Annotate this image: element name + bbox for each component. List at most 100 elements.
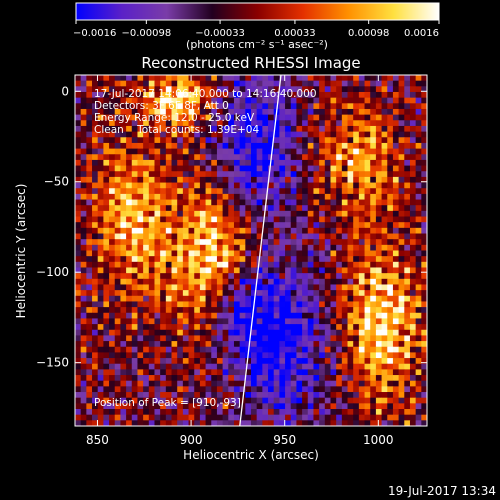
heatmap-cell: [370, 80, 377, 87]
heatmap-cell: [120, 420, 127, 426]
heatmap-cell: [302, 227, 309, 234]
heatmap-cell: [302, 341, 309, 348]
heatmap-cell: [358, 358, 365, 365]
heatmap-cell: [330, 358, 337, 365]
heatmap-cell: [199, 346, 206, 353]
heatmap-cell: [154, 278, 161, 285]
heatmap-cell: [370, 409, 377, 416]
heatmap-cell: [347, 256, 354, 263]
heatmap-cell: [347, 131, 354, 138]
heatmap-cell: [290, 369, 297, 376]
heatmap-cell: [421, 86, 427, 93]
heatmap-cell: [273, 142, 280, 149]
heatmap-cell: [182, 403, 189, 410]
heatmap-cell: [279, 403, 286, 410]
heatmap-cell: [262, 256, 269, 263]
heatmap-cell: [381, 341, 388, 348]
heatmap-cell: [381, 210, 388, 217]
heatmap-cell: [97, 397, 104, 404]
heatmap-cell: [409, 375, 417, 382]
heatmap-cell: [131, 222, 138, 229]
heatmap-cell: [75, 154, 82, 161]
heatmap-cell: [307, 284, 314, 291]
heatmap-cell: [194, 137, 201, 144]
heatmap-cell: [319, 375, 326, 382]
heatmap-cell: [296, 256, 303, 263]
heatmap-cell: [86, 414, 93, 421]
heatmap-cell: [114, 312, 121, 319]
heatmap-cell: [194, 278, 201, 285]
heatmap-cell: [279, 346, 286, 353]
heatmap-cell: [228, 108, 235, 116]
heatmap-cell: [353, 278, 360, 285]
heatmap-cell: [251, 171, 258, 178]
heatmap-cell: [296, 273, 303, 280]
heatmap-cell: [290, 295, 297, 302]
heatmap-cell: [421, 312, 427, 319]
heatmap-cell: [131, 216, 138, 223]
heatmap-cell: [211, 278, 218, 285]
heatmap-cell: [114, 108, 121, 116]
heatmap-cell: [341, 114, 348, 121]
heatmap-cell: [313, 182, 320, 189]
heatmap-cell: [188, 352, 195, 359]
heatmap-cell: [182, 420, 189, 426]
heatmap-cell: [375, 120, 382, 127]
heatmap-cell: [330, 159, 337, 166]
heatmap-cell: [182, 318, 189, 325]
heatmap-cell: [409, 290, 417, 297]
heatmap-cell: [409, 414, 417, 421]
heatmap-cell: [279, 256, 286, 263]
heatmap-cell: [273, 148, 280, 155]
heatmap-cell: [239, 301, 246, 308]
heatmap-cell: [290, 290, 297, 297]
heatmap-cell: [80, 97, 87, 104]
heatmap-cell: [216, 80, 224, 87]
heatmap-cell: [120, 358, 127, 365]
heatmap-cell: [109, 403, 116, 410]
heatmap-cell: [387, 148, 394, 155]
heatmap-cell: [302, 324, 309, 331]
heatmap-cell: [92, 103, 99, 110]
heatmap-cell: [239, 216, 246, 223]
heatmap-cell: [171, 193, 178, 200]
heatmap-cell: [222, 227, 229, 234]
heatmap-cell: [324, 131, 331, 138]
heatmap-cell: [353, 222, 360, 229]
heatmap-cell: [353, 392, 360, 399]
heatmap-cell: [165, 171, 172, 178]
heatmap-cell: [80, 125, 87, 133]
heatmap-cell: [80, 301, 87, 308]
heatmap-cell: [80, 233, 87, 240]
heatmap-cell: [302, 409, 309, 416]
heatmap-cell: [86, 273, 93, 280]
heatmap-cell: [324, 324, 331, 331]
heatmap-cell: [182, 267, 189, 274]
heatmap-cell: [137, 386, 144, 393]
heatmap-cell: [92, 307, 99, 314]
heatmap-cell: [131, 148, 138, 155]
heatmap-cell: [336, 375, 343, 382]
heatmap-cell: [336, 120, 343, 127]
heatmap-cell: [188, 403, 195, 410]
heatmap-cell: [409, 131, 417, 138]
heatmap-cell: [353, 239, 360, 246]
heatmap-cell: [216, 131, 224, 138]
heatmap-cell: [131, 103, 138, 110]
heatmap-cell: [211, 154, 218, 161]
heatmap-cell: [273, 290, 280, 297]
heatmap-cell: [228, 273, 235, 280]
heatmap-cell: [358, 363, 365, 370]
heatmap-cell: [262, 420, 269, 426]
heatmap-cell: [375, 159, 382, 166]
heatmap-cell: [233, 352, 241, 359]
heatmap-cell: [120, 165, 127, 172]
heatmap-cell: [296, 318, 303, 325]
heatmap-cell: [228, 341, 235, 348]
heatmap-cell: [370, 86, 377, 93]
heatmap-cell: [313, 324, 320, 331]
heatmap-cell: [194, 369, 201, 376]
heatmap-cell: [313, 91, 320, 99]
heatmap-cell: [92, 244, 99, 251]
heatmap-cell: [330, 346, 337, 353]
